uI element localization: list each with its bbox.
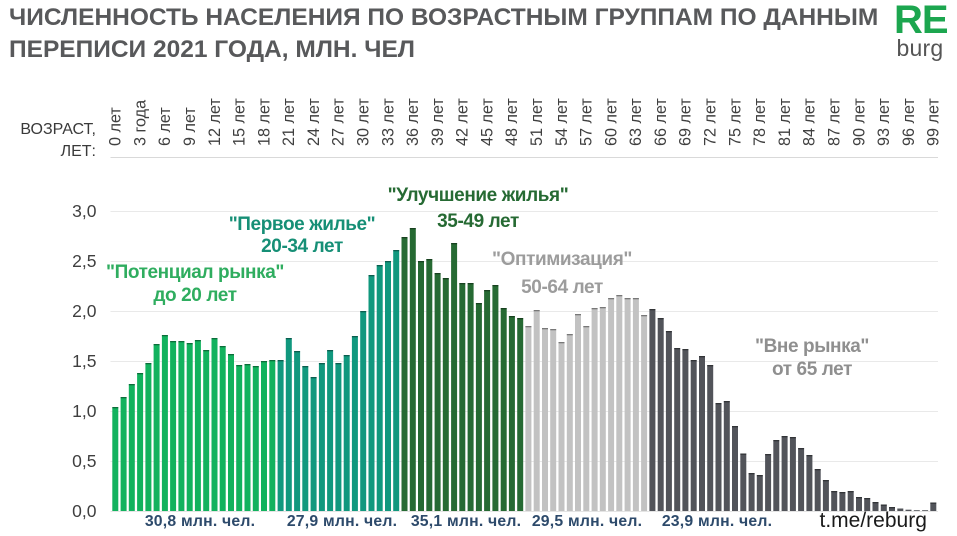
svg-text:18 лет: 18 лет: [255, 98, 273, 146]
svg-text:90 лет: 90 лет: [850, 98, 868, 146]
svg-text:96 лет: 96 лет: [900, 98, 918, 146]
svg-text:93 лет: 93 лет: [875, 98, 893, 146]
svg-text:3 года: 3 года: [131, 100, 149, 146]
svg-text:42 лет: 42 лет: [454, 98, 472, 146]
svg-text:39 лет: 39 лет: [429, 98, 447, 146]
svg-text:21 лет: 21 лет: [280, 98, 298, 146]
svg-text:57 лет: 57 лет: [578, 98, 596, 146]
svg-text:30 лет: 30 лет: [355, 98, 373, 146]
svg-text:6 лет: 6 лет: [156, 107, 174, 146]
svg-text:66 лет: 66 лет: [652, 98, 670, 146]
svg-text:63 лет: 63 лет: [627, 98, 645, 146]
svg-text:78 лет: 78 лет: [751, 98, 769, 146]
svg-text:69 лет: 69 лет: [677, 98, 695, 146]
svg-text:60 лет: 60 лет: [602, 98, 620, 146]
svg-text:81 лет: 81 лет: [776, 98, 794, 146]
svg-text:72 лет: 72 лет: [702, 98, 720, 146]
svg-text:75 лет: 75 лет: [726, 98, 744, 146]
svg-text:45 лет: 45 лет: [478, 98, 496, 146]
svg-text:24 лет: 24 лет: [305, 98, 323, 146]
svg-text:51 лет: 51 лет: [528, 98, 546, 146]
svg-text:36 лет: 36 лет: [404, 98, 422, 146]
svg-text:0 лет: 0 лет: [107, 107, 125, 146]
svg-text:15 лет: 15 лет: [231, 98, 249, 146]
svg-text:99 лет: 99 лет: [925, 98, 943, 146]
svg-text:48 лет: 48 лет: [503, 98, 521, 146]
svg-text:33 лет: 33 лет: [379, 98, 397, 146]
svg-text:3,0: 3,0: [72, 201, 97, 221]
svg-text:9 лет: 9 лет: [181, 107, 199, 146]
svg-text:1,5: 1,5: [72, 351, 96, 371]
svg-text:0,5: 0,5: [72, 451, 96, 471]
svg-text:2,0: 2,0: [72, 301, 97, 321]
svg-text:54 лет: 54 лет: [553, 98, 571, 146]
svg-text:27 лет: 27 лет: [330, 98, 348, 146]
svg-text:84 лет: 84 лет: [801, 98, 819, 146]
svg-text:1,0: 1,0: [72, 401, 97, 421]
svg-text:0,0: 0,0: [72, 501, 97, 521]
svg-text:12 лет: 12 лет: [206, 98, 224, 146]
svg-text:87 лет: 87 лет: [826, 98, 844, 146]
svg-text:2,5: 2,5: [72, 251, 96, 271]
